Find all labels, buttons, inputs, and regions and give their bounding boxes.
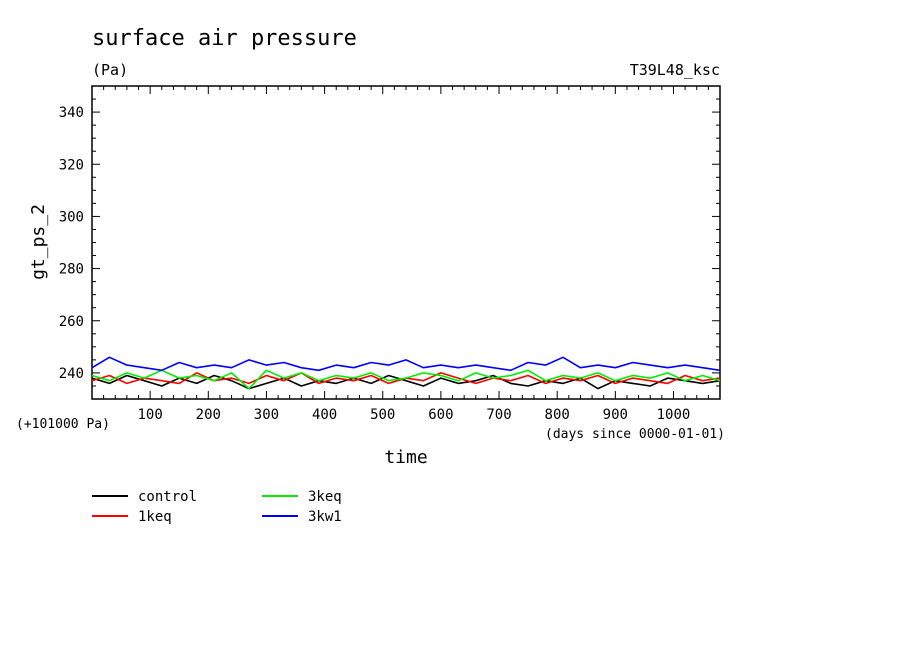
legend-label-1keq: 1keq <box>138 509 172 525</box>
legend-label-3kw1: 3kw1 <box>308 509 342 525</box>
x-tick-label: 1000 <box>657 407 691 423</box>
units-label: (Pa) <box>92 61 128 79</box>
x-unit-note: (days since 0000-01-01) <box>545 427 725 442</box>
x-tick-label: 900 <box>603 407 628 423</box>
chart-title: surface air pressure <box>92 26 357 51</box>
y-tick-label: 240 <box>59 366 84 382</box>
plot-frame <box>91 85 721 400</box>
x-tick-label: 600 <box>428 407 453 423</box>
legend: control 1keq 3keq 3kw1 <box>92 489 342 525</box>
x-tick-label: 200 <box>196 407 221 423</box>
x-axis-label: time <box>384 447 427 468</box>
x-tick-label: 700 <box>486 407 511 423</box>
x-tick-label: 400 <box>312 407 337 423</box>
series-line-3keq <box>91 369 721 390</box>
x-tick-label: 300 <box>254 407 279 423</box>
y-tick-label: 280 <box>59 262 84 278</box>
y-offset-note: (+101000 Pa) <box>16 417 110 432</box>
legend-label-3keq: 3keq <box>308 489 342 505</box>
y-tick-label: 260 <box>59 314 84 330</box>
experiment-label: T39L48_ksc <box>630 61 720 79</box>
x-tick-label: 100 <box>137 407 162 423</box>
y-tick-label: 340 <box>59 105 84 121</box>
series-layer <box>91 356 721 390</box>
y-axis-label: gt_ps_2 <box>28 204 49 280</box>
x-tick-label: 500 <box>370 407 395 423</box>
y-tick-label: 300 <box>59 209 84 225</box>
y-tick-label: 320 <box>59 157 84 173</box>
series-line-3kw1 <box>91 356 721 372</box>
legend-label-control: control <box>138 489 197 505</box>
x-tick-label: 800 <box>545 407 570 423</box>
ticks-layer: 240 260 280 300 320 340 100 200 300 400 500 600 700 8… <box>59 85 720 423</box>
